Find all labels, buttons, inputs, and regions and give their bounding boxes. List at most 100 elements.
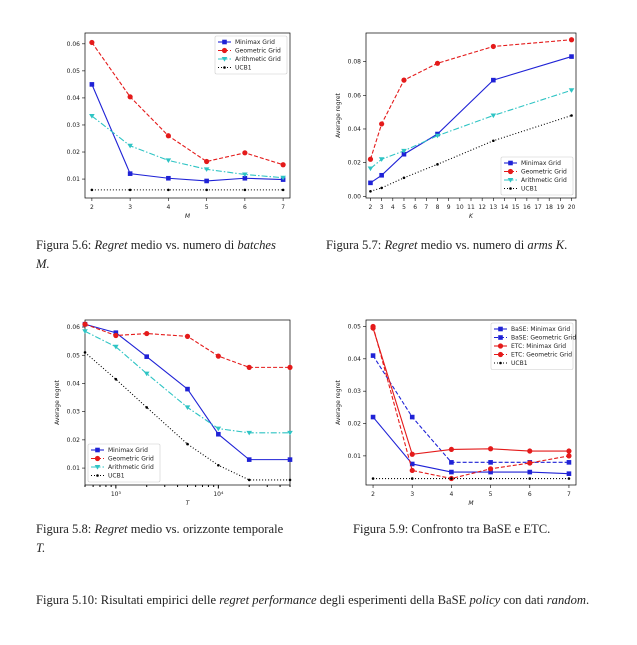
x-tick-label: 5 (402, 204, 406, 211)
legend-label: Minimax Grid (235, 39, 275, 46)
x-tick-label: 16 (523, 204, 531, 211)
legend-marker (498, 335, 503, 340)
data-point (569, 54, 574, 59)
x-axis-label: T (186, 500, 191, 507)
y-tick-label: 0.03 (67, 122, 81, 129)
data-point (287, 430, 293, 436)
series-etc-minimax-grid (370, 325, 572, 457)
caption-italic: batches (237, 238, 276, 252)
series-line (370, 89, 572, 169)
caption-italic: M. (36, 257, 50, 271)
data-point (367, 166, 374, 172)
legend-label: ETC: Geometric Grid (511, 352, 572, 359)
caption-text: degli esperimenti della BaSE (316, 593, 470, 607)
chart-5-8-svg: 0.01 0.02 0.03 0.04 0.05 0.06 10³ 10⁴ T Average r… (54, 319, 293, 507)
data-point (205, 188, 208, 192)
series-minimax-grid (82, 321, 293, 462)
data-point (527, 460, 533, 466)
caption-italic: policy (469, 593, 501, 607)
data-point (566, 471, 572, 476)
y-tick-label: 0.05 (67, 352, 81, 359)
data-point (401, 77, 407, 83)
data-point (488, 460, 493, 465)
y-axis-label: Average regret (335, 92, 342, 137)
data-point (570, 114, 573, 117)
legend-marker (498, 326, 503, 332)
series-geometric-grid (89, 39, 286, 168)
caption-label: Figura 5.10: (36, 593, 98, 607)
data-point (280, 162, 286, 168)
x-tick-label: 20 (568, 204, 576, 211)
x-tick-label: 3 (380, 204, 384, 211)
data-point (242, 172, 248, 178)
data-point (113, 330, 119, 335)
data-point (370, 353, 376, 358)
legend-marker (508, 160, 513, 166)
chart-regret-vs-horizon: 0.01 0.02 0.03 0.04 0.05 0.06 10³ 10⁴ T Average r… (50, 312, 300, 507)
data-point (113, 344, 119, 350)
data-point (450, 477, 453, 480)
legend-label: Geometric Grid (235, 48, 281, 55)
data-point (165, 133, 171, 139)
y-tick-label: 0.02 (348, 421, 362, 428)
y-tick-label: 0.04 (67, 380, 81, 387)
data-point (566, 460, 572, 465)
data-point (184, 405, 191, 411)
data-point (242, 175, 248, 181)
data-point (184, 333, 191, 339)
data-point (217, 463, 220, 467)
data-point (527, 469, 533, 475)
y-tick-label: 0.00 (348, 193, 362, 200)
data-point (410, 477, 414, 480)
legend-marker (507, 168, 514, 175)
x-tick-label: 2 (90, 204, 94, 211)
data-point (379, 172, 384, 178)
legend-label: UCB1 (235, 65, 252, 72)
series-base-minimax-grid (370, 414, 572, 476)
y-tick-label: 0.01 (67, 465, 81, 472)
series-geometric-grid (367, 37, 575, 162)
x-tick-label: 6 (528, 491, 532, 498)
data-point (82, 329, 88, 334)
x-tick-label: 13 (490, 204, 498, 211)
legend-marker (96, 474, 99, 477)
legend-label: Geometric Grid (521, 169, 567, 176)
x-tick-label: 2 (371, 491, 375, 498)
data-point (567, 477, 571, 480)
chart-5-6-svg: 0.01 0.02 0.03 0.04 0.05 0.06 2 3 4 5 6 7 M Minimax G… (67, 32, 291, 220)
caption-label: Figura 5.7: (326, 238, 382, 252)
data-point (113, 332, 119, 339)
data-point (246, 364, 252, 370)
data-point (487, 466, 494, 472)
series-arithmetic-grid (82, 329, 293, 436)
data-point (568, 37, 575, 43)
data-point (89, 114, 95, 119)
x-tick-label: 7 (424, 204, 428, 211)
data-point (144, 330, 150, 337)
legend-box (490, 322, 574, 370)
x-tick-label: 15 (512, 204, 520, 211)
data-point (89, 39, 95, 46)
chart-base-vs-etc: 0.01 0.02 0.03 0.04 0.05 2 3 4 5 6 7 M Average regre… (328, 312, 588, 507)
data-point (89, 82, 95, 87)
caption-text: medio vs. numero di (417, 238, 528, 252)
data-point (216, 431, 221, 437)
series-ucb1 (90, 188, 285, 192)
x-tick-label: 7 (281, 204, 285, 211)
data-point (243, 188, 247, 192)
data-point (370, 323, 376, 330)
x-tick-label: 12 (478, 204, 486, 211)
data-point (380, 186, 383, 190)
data-point (90, 188, 94, 192)
y-tick-label: 0.06 (67, 324, 81, 331)
legend-marker (222, 39, 227, 45)
legend-label: Arithmetic Grid (235, 56, 281, 63)
x-tick-label: 11 (467, 204, 475, 211)
caption-text: . (564, 238, 568, 252)
x-tick-label: 8 (436, 204, 440, 211)
caption-italic: Regret (384, 238, 418, 252)
x-tick-label: 17 (534, 204, 542, 211)
y-tick-label: 0.02 (67, 149, 81, 156)
